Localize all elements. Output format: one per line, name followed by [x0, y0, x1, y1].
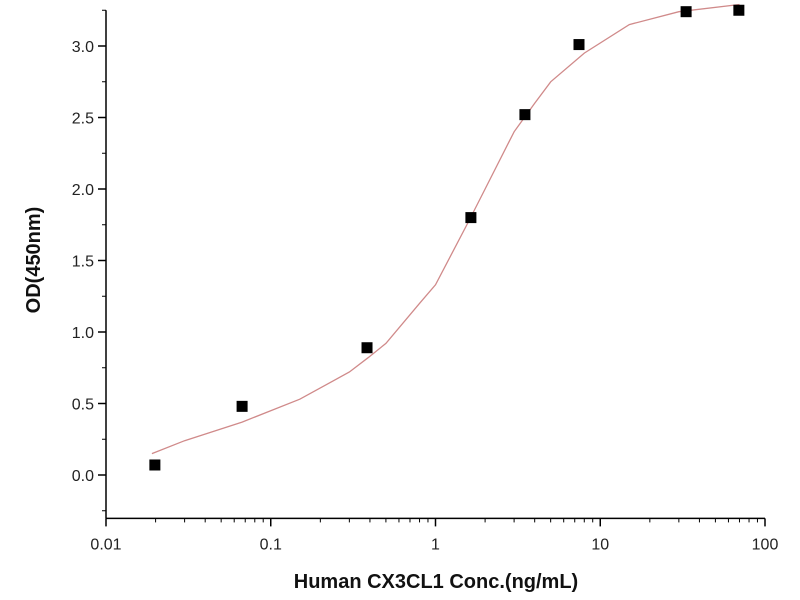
data-point — [361, 342, 373, 354]
fit-curve — [151, 3, 740, 455]
y-tick-label: 2.5 — [72, 111, 94, 128]
x-tick-label: 100 — [752, 536, 779, 553]
axes — [105, 10, 765, 520]
x-tick-label: 10 — [591, 536, 609, 553]
y-axis-label: OD(450nm) — [23, 207, 45, 314]
data-points — [149, 4, 745, 471]
x-tick-label: 0.01 — [90, 536, 121, 553]
x-axis-label: Human CX3CL1 Conc.(ng/mL) — [294, 571, 578, 593]
y-tick-label: 1.5 — [72, 254, 94, 271]
x-tick-label: 1 — [431, 536, 440, 553]
y-axis-ticks: 0.0 0.5 1.0 1.5 2.0 2.5 3.0 — [72, 9, 106, 512]
x-tick-label: 0.1 — [260, 536, 282, 553]
data-point — [733, 4, 745, 16]
data-point — [680, 6, 692, 18]
x-axis-ticks: 0.01 0.1 1 10 100 — [90, 518, 778, 553]
y-tick-label: 1.0 — [72, 325, 94, 342]
data-point — [149, 459, 161, 471]
data-point — [519, 109, 531, 121]
data-point — [573, 39, 585, 51]
y-tick-label: 2.0 — [72, 182, 94, 199]
y-tick-label: 3.0 — [72, 39, 94, 56]
y-tick-label: 0.0 — [72, 468, 94, 485]
data-point — [236, 400, 248, 412]
data-point — [465, 212, 477, 224]
y-tick-label: 0.5 — [72, 397, 94, 414]
